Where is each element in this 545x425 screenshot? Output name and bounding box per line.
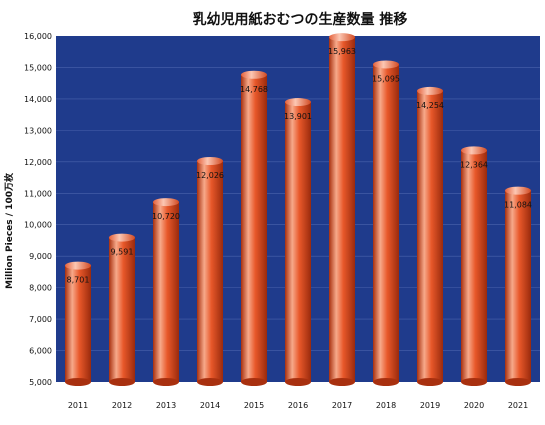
x-tick-label: 2017 xyxy=(332,401,352,410)
y-axis: 5,000 6,000 7,000 8,000 9,000 10,000 11,000 12,… xyxy=(24,32,52,387)
y-tick-label: 15,000 xyxy=(24,63,52,72)
bar-base xyxy=(109,378,135,386)
bar-cap xyxy=(153,198,179,207)
bar-body xyxy=(241,74,267,382)
x-tick-label: 2019 xyxy=(420,401,440,410)
bar-2014 xyxy=(197,157,223,386)
bar-2018 xyxy=(373,60,399,386)
x-tick-label: 2020 xyxy=(464,401,484,410)
bar-2013 xyxy=(153,198,179,386)
bar-cap xyxy=(461,146,487,155)
bar-cap xyxy=(109,233,135,242)
bar-cap xyxy=(65,261,91,270)
x-tick-label: 2013 xyxy=(156,401,176,410)
bar-2020 xyxy=(461,146,487,386)
y-tick-label: 7,000 xyxy=(29,315,52,324)
bars: 8,701 9,591 10,720 12,026 14,768 13,901 15,963… xyxy=(65,33,532,386)
y-tick-label: 10,000 xyxy=(24,221,52,230)
bar-body xyxy=(109,237,135,382)
bar-base xyxy=(417,378,443,386)
bar-body xyxy=(461,150,487,382)
x-tick-label: 2014 xyxy=(200,401,220,410)
bar-base xyxy=(505,378,531,386)
bar-cap xyxy=(285,98,311,107)
bar-value-label: 11,084 xyxy=(504,201,532,210)
bar-value-label: 12,026 xyxy=(196,171,224,180)
bar-base xyxy=(329,378,355,386)
bar-body xyxy=(65,265,91,382)
bar-value-label: 14,768 xyxy=(240,85,268,94)
bar-value-label: 13,901 xyxy=(284,112,312,121)
bar-cap xyxy=(329,33,355,42)
bar-base xyxy=(373,378,399,386)
bar-body xyxy=(285,102,311,382)
bar-value-label: 15,095 xyxy=(372,74,400,83)
bar-base xyxy=(197,378,223,386)
bar-value-label: 15,963 xyxy=(328,47,356,56)
bar-value-label: 14,254 xyxy=(416,101,444,110)
x-tick-label: 2016 xyxy=(288,401,308,410)
y-axis-label: Million Pieces / 100万枚 xyxy=(3,172,15,289)
bar-base xyxy=(153,378,179,386)
x-tick-label: 2011 xyxy=(68,401,88,410)
bar-cap xyxy=(373,60,399,69)
x-axis: 2011 2012 2013 2014 2015 2016 2017 2018 2019 2020… xyxy=(68,401,528,410)
y-tick-label: 13,000 xyxy=(24,126,52,135)
bar-value-label: 8,701 xyxy=(67,276,90,285)
bar-body xyxy=(329,37,355,382)
y-tick-label: 6,000 xyxy=(29,347,52,356)
bar-cap xyxy=(505,186,531,195)
x-tick-label: 2012 xyxy=(112,401,132,410)
bar-value-label: 10,720 xyxy=(152,212,180,221)
bar-body xyxy=(373,64,399,382)
bar-2019 xyxy=(417,86,443,386)
y-tick-label: 12,000 xyxy=(24,158,52,167)
bar-2012 xyxy=(109,233,135,386)
y-tick-label: 9,000 xyxy=(29,252,52,261)
bar-cap xyxy=(197,157,223,166)
x-tick-label: 2015 xyxy=(244,401,264,410)
bar-cap xyxy=(417,86,443,95)
bar-2016 xyxy=(285,98,311,386)
y-tick-label: 8,000 xyxy=(29,284,52,293)
bar-body xyxy=(505,190,531,382)
bar-base xyxy=(461,378,487,386)
bar-2015 xyxy=(241,70,267,386)
bar-2021 xyxy=(505,186,531,386)
bar-body xyxy=(197,161,223,382)
y-tick-label: 11,000 xyxy=(24,189,52,198)
bar-2011 xyxy=(65,261,91,386)
bar-base xyxy=(241,378,267,386)
bar-body xyxy=(153,202,179,382)
bar-base xyxy=(65,378,91,386)
bar-value-label: 12,364 xyxy=(460,160,488,169)
x-tick-label: 2018 xyxy=(376,401,396,410)
bar-cap xyxy=(241,70,267,79)
y-tick-label: 16,000 xyxy=(24,32,52,41)
y-tick-label: 5,000 xyxy=(29,378,52,387)
bar-value-label: 9,591 xyxy=(111,248,134,257)
x-tick-label: 2021 xyxy=(508,401,528,410)
bar-2017 xyxy=(329,33,355,386)
bar-body xyxy=(417,90,443,382)
chart-title: 乳幼児用紙おむつの生産数量 推移 xyxy=(193,11,408,28)
bar-base xyxy=(285,378,311,386)
y-tick-label: 14,000 xyxy=(24,95,52,104)
